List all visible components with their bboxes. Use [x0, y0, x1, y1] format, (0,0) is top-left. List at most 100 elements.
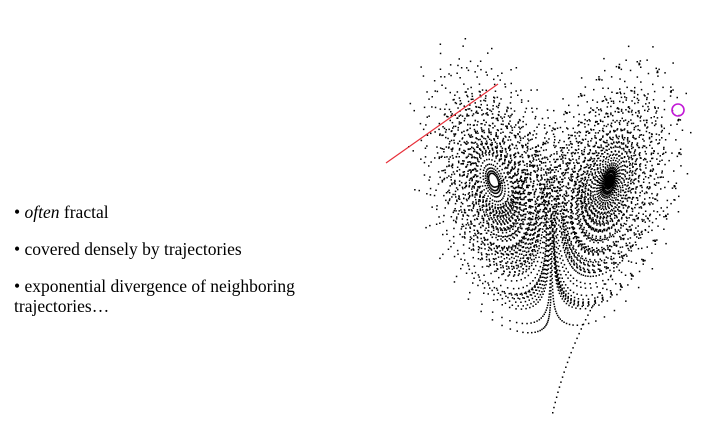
trajectory-point [627, 284, 629, 286]
trajectory-point [496, 239, 499, 241]
trajectory-point [610, 157, 613, 159]
trajectory-point [606, 175, 609, 178]
trajectory-point [646, 121, 648, 124]
trajectory-point [631, 207, 633, 210]
trajectory-point [521, 144, 523, 147]
trajectory-point [473, 218, 476, 221]
trajectory-point [587, 170, 589, 172]
trajectory-point [620, 218, 623, 220]
trajectory-point [500, 98, 502, 100]
trajectory-point [658, 163, 660, 165]
trajectory-point [600, 193, 602, 196]
trajectory-point [559, 230, 561, 232]
trajectory-point [535, 264, 537, 267]
trajectory-point [621, 165, 624, 167]
trajectory-point [465, 198, 468, 201]
trajectory-point [473, 124, 475, 126]
trajectory-point [562, 292, 565, 295]
trajectory-point [477, 181, 479, 184]
trajectory-point [622, 143, 625, 145]
trajectory-point [521, 223, 524, 225]
trajectory-point [533, 191, 536, 194]
trajectory-point [566, 239, 569, 241]
trajectory-point [659, 155, 661, 157]
trajectory-point [522, 221, 524, 223]
trajectory-point [612, 185, 615, 187]
trajectory-point [539, 222, 542, 224]
trajectory-point [507, 222, 509, 224]
trajectory-point [568, 239, 571, 241]
trajectory-point [466, 113, 468, 115]
trajectory-point [479, 154, 481, 157]
trajectory-point [492, 192, 495, 194]
trajectory-point [549, 209, 551, 212]
trajectory-point [509, 181, 512, 183]
trajectory-point [473, 128, 476, 131]
trajectory-point [485, 154, 487, 156]
trajectory-point [509, 209, 511, 211]
trajectory-point [615, 197, 617, 199]
trajectory-point [509, 234, 512, 237]
trajectory-point [562, 225, 564, 227]
trajectory-point [438, 216, 440, 218]
trajectory-point [569, 302, 572, 305]
trajectory-point [618, 66, 620, 68]
trajectory-point [486, 164, 489, 166]
trajectory-point [499, 194, 501, 196]
trajectory-point [584, 246, 586, 248]
trajectory-point [520, 240, 522, 242]
trajectory-point [640, 115, 642, 118]
trajectory-point [597, 123, 599, 125]
trajectory-point [627, 155, 629, 157]
trajectory-point [482, 146, 485, 148]
trajectory-point [618, 206, 621, 208]
trajectory-point [434, 131, 436, 133]
trajectory-point [454, 133, 456, 136]
trajectory-point [630, 278, 633, 280]
trajectory-point [563, 281, 565, 283]
trajectory-point [532, 224, 535, 226]
trajectory-point [471, 146, 473, 148]
trajectory-point [454, 101, 457, 104]
trajectory-point [543, 187, 546, 190]
trajectory-point [564, 237, 567, 239]
trajectory-point [634, 204, 637, 206]
trajectory-point [487, 147, 490, 150]
trajectory-point [611, 154, 614, 156]
trajectory-point [602, 202, 604, 204]
trajectory-point [634, 206, 636, 209]
trajectory-point [603, 208, 605, 211]
trajectory-point [613, 223, 615, 226]
trajectory-point [494, 207, 496, 210]
trajectory-point [559, 155, 561, 158]
trajectory-point [503, 229, 506, 231]
trajectory-point [530, 221, 532, 224]
trajectory-point [476, 143, 478, 145]
trajectory-point [577, 302, 579, 304]
trajectory-point [607, 170, 610, 173]
trajectory-point [554, 197, 557, 200]
trajectory-point [509, 195, 511, 198]
trajectory-point [555, 145, 557, 147]
trajectory-point [622, 173, 625, 175]
trajectory-point [552, 212, 554, 215]
trajectory-point [627, 190, 629, 193]
trajectory-point [476, 237, 479, 239]
trajectory-point [517, 197, 519, 199]
trajectory-point [624, 96, 626, 98]
trajectory-point [496, 289, 499, 291]
trajectory-point [570, 146, 573, 149]
trajectory-point [532, 165, 534, 168]
trajectory-point [505, 265, 508, 267]
trajectory-point [605, 177, 607, 180]
trajectory-point [561, 181, 563, 183]
trajectory-point [486, 265, 488, 267]
trajectory-point [576, 305, 579, 307]
trajectory-point [655, 139, 657, 141]
trajectory-point [615, 163, 617, 165]
trajectory-point [471, 136, 474, 138]
trajectory-point [502, 140, 504, 143]
trajectory-point [595, 142, 597, 145]
trajectory-point [589, 227, 592, 229]
trajectory-point [621, 184, 624, 187]
